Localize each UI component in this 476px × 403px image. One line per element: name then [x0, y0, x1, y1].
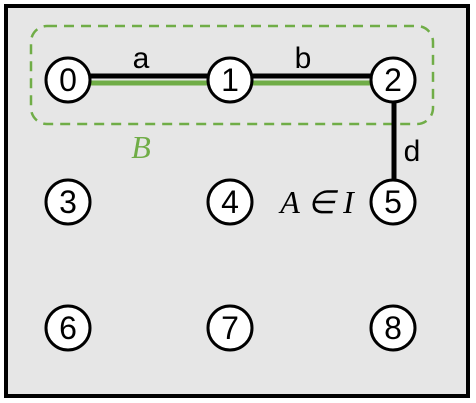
edge-0-1	[68, 73, 230, 86]
edge-label-d: d	[404, 135, 421, 168]
node-3-label: 3	[59, 184, 77, 220]
node-4: 4	[206, 178, 254, 226]
membership-annotation: A ∈ I	[278, 184, 355, 220]
node-5-label: 5	[384, 184, 402, 220]
edge-label-b: b	[295, 42, 312, 75]
node-8: 8	[369, 304, 417, 352]
node-1: 1	[206, 56, 254, 104]
node-5: 5	[369, 178, 417, 226]
node-0-label: 0	[59, 62, 77, 98]
node-6: 6	[44, 304, 92, 352]
node-2-label: 2	[384, 62, 402, 98]
node-1-label: 1	[221, 62, 239, 98]
edge-1-2	[230, 73, 393, 86]
node-7-label: 7	[221, 310, 239, 346]
set-b-region	[29, 24, 435, 126]
node-7: 7	[206, 304, 254, 352]
node-4-label: 4	[221, 184, 239, 220]
node-3: 3	[44, 178, 92, 226]
node-8-label: 8	[384, 310, 402, 346]
node-2: 2	[369, 56, 417, 104]
node-0: 0	[44, 56, 92, 104]
node-6-label: 6	[59, 310, 77, 346]
set-b-label: B	[131, 129, 151, 165]
edge-label-a: a	[133, 42, 150, 75]
